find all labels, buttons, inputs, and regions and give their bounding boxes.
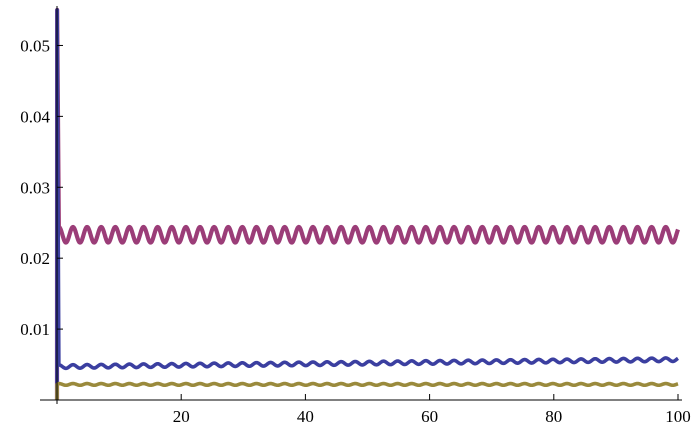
y-tick-label-0: 0.01 <box>20 320 50 339</box>
series-line-0 <box>54 7 680 401</box>
y-tick-label-4: 0.05 <box>20 36 50 55</box>
series-line-1 <box>55 8 680 401</box>
y-tick-label-1: 0.02 <box>20 249 50 268</box>
series-line-2 <box>55 381 680 401</box>
x-tick-label-3: 80 <box>545 407 562 426</box>
x-tick-label-4: 100 <box>665 407 691 426</box>
x-tick-label-0: 20 <box>173 407 190 426</box>
x-tick-label-2: 60 <box>421 407 438 426</box>
ticks-layer: 20 40 60 80 100 0.01 0.02 0.03 0.04 0.05 <box>20 36 691 426</box>
axes-layer <box>40 6 682 404</box>
y-tick-label-2: 0.03 <box>20 178 50 197</box>
series-layer <box>54 7 680 401</box>
y-tick-label-3: 0.04 <box>20 107 50 126</box>
x-tick-label-1: 40 <box>297 407 314 426</box>
